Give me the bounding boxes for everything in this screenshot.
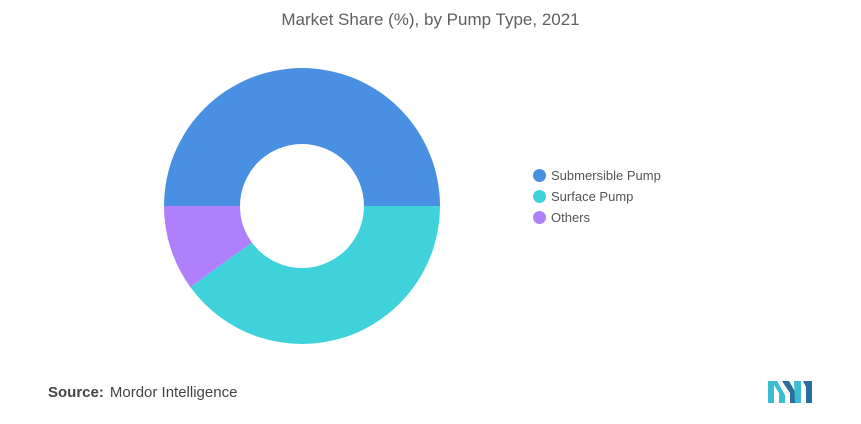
- legend-label: Others: [551, 210, 591, 225]
- slice-surface-pump: [190, 206, 441, 345]
- legend-swatch: [533, 169, 546, 182]
- slice-others: [164, 206, 252, 288]
- legend-swatch: [533, 211, 546, 224]
- legend-item-others: Others: [533, 207, 661, 228]
- legend-label: Submersible Pump: [551, 168, 661, 183]
- legend-swatch: [533, 190, 546, 203]
- legend-item-submersible-pump: Submersible Pump: [533, 165, 661, 186]
- chart-title: Market Share (%), by Pump Type, 2021: [281, 10, 580, 29]
- source-note: Source: Mordor Intelligence: [48, 384, 237, 401]
- source-text: Mordor Intelligence: [109, 384, 238, 401]
- chart-legend: Submersible Pump Surface Pump Others: [533, 165, 661, 228]
- slice-submersible-pump: [164, 68, 440, 207]
- legend-label: Surface Pump: [551, 189, 634, 204]
- mordor-intelligence-logo-icon: [768, 381, 812, 403]
- legend-item-surface-pump: Surface Pump: [533, 186, 661, 207]
- source-label: Source:: [48, 384, 104, 401]
